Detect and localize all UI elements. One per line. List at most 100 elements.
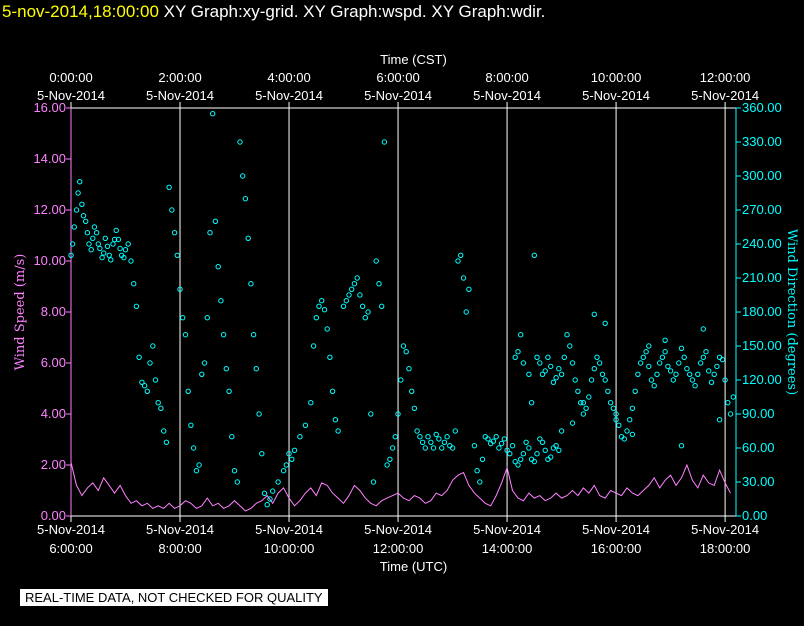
series-wdir-point-236 xyxy=(659,354,666,360)
bottom-tick-date-3: 5-Nov-2014 xyxy=(364,522,432,537)
series-wdir-point-198 xyxy=(556,366,562,372)
series-wdir-point-238 xyxy=(665,363,671,370)
series-wdir-point-255 xyxy=(711,371,717,377)
series-wdir-point-42 xyxy=(155,400,161,406)
series-wdir-point-229 xyxy=(640,354,646,360)
series-wdir-point-213 xyxy=(597,360,603,366)
series-wdir-point-175 xyxy=(537,436,543,442)
bottom-tick-date-5: 5-Nov-2014 xyxy=(582,522,650,537)
series-wdir-point-10 xyxy=(86,241,92,247)
series-wdir-point-156 xyxy=(485,436,491,442)
series-wdir-point-182 xyxy=(556,447,562,453)
series-wdir-point-46 xyxy=(166,184,172,191)
series-wdir-point-270 xyxy=(646,343,652,349)
top-axis-title: Time (CST) xyxy=(380,52,447,67)
series-wdir-point-93 xyxy=(308,400,314,406)
bottom-tick-time-4: 14:00:00 xyxy=(482,541,533,556)
series-wdir-point-225 xyxy=(629,405,636,411)
series-wdir-point-118 xyxy=(379,303,385,309)
series-wdir-point-214 xyxy=(599,371,606,377)
series-wdir-point-145 xyxy=(452,428,458,434)
right-tick-label-8: 240.00 xyxy=(742,236,782,251)
bottom-tick-time-5: 16:00:00 xyxy=(591,541,642,556)
series-wdir-point-147 xyxy=(458,252,464,259)
series-wdir-point-11 xyxy=(88,247,94,253)
series-wdir-point-232 xyxy=(648,377,655,383)
series-wdir-point-98 xyxy=(321,307,328,313)
series-wdir-point-63 xyxy=(212,218,219,225)
series-wdir-point-39 xyxy=(147,360,153,366)
left-tick-label-8: 16.00 xyxy=(33,100,66,115)
series-wdir-point-192 xyxy=(539,371,546,377)
series-wdir-point-241 xyxy=(673,371,679,377)
series-wdir-point-44 xyxy=(161,428,167,434)
series-wdir-point-181 xyxy=(553,443,559,449)
series-wdir-point-196 xyxy=(550,379,557,385)
series-wdir-point-242 xyxy=(676,360,682,366)
bottom-tick-date-2: 5-Nov-2014 xyxy=(255,522,323,537)
series-wdir-point-169 xyxy=(520,451,527,457)
series-wdir-point-121 xyxy=(387,456,393,462)
series-wdir-point-209 xyxy=(586,394,592,400)
bottom-tick-time-2: 10:00:00 xyxy=(264,541,315,556)
series-wdir-point-101 xyxy=(329,388,336,394)
series-wdir-point-249 xyxy=(695,371,701,377)
series-wdir-point-32 xyxy=(128,258,134,264)
top-tick-date-0: 5-Nov-2014 xyxy=(37,88,105,103)
series-wdir-point-114 xyxy=(368,411,374,417)
series-wdir-point-109 xyxy=(354,275,360,281)
bottom-tick-date-6: 5-Nov-2014 xyxy=(691,522,759,537)
series-wdir-point-215 xyxy=(602,377,608,383)
chart-header: 5-nov-2014,18:00:00 XY Graph:xy-grid. XY… xyxy=(2,2,545,22)
series-wdir-point-17 xyxy=(99,254,105,261)
left-tick-label-5: 10.00 xyxy=(33,253,66,268)
bottom-tick-date-1: 5-Nov-2014 xyxy=(146,522,214,537)
right-tick-label-5: 150.00 xyxy=(742,338,782,353)
series-wdir-point-60 xyxy=(204,315,211,321)
bottom-axis-title: Time (UTC) xyxy=(380,559,447,574)
series-wdir-point-91 xyxy=(297,434,303,440)
series-wdir-point-146 xyxy=(455,258,461,264)
series-wdir-point-104 xyxy=(340,303,347,309)
series-wdir-point-262 xyxy=(730,394,736,400)
series-wdir-point-126 xyxy=(400,343,407,349)
series-wdir-point-267 xyxy=(602,320,608,326)
bottom-tick-time-6: 18:00:00 xyxy=(700,541,751,556)
series-wdir-point-264 xyxy=(569,420,576,426)
left-tick-label-2: 4.00 xyxy=(41,406,66,421)
series-wdir-point-48 xyxy=(171,230,178,236)
series-wdir-point-259 xyxy=(722,377,728,383)
series-wdir-point-210 xyxy=(588,377,595,383)
left-tick-label-4: 8.00 xyxy=(41,304,66,319)
series-wdir-point-29 xyxy=(121,254,127,261)
bottom-tick-time-0: 6:00:00 xyxy=(49,541,92,556)
series-wdir-point-81 xyxy=(261,490,268,496)
series-wdir-point-79 xyxy=(256,411,262,417)
series-wdir-point-116 xyxy=(373,258,379,264)
series-wdir-point-84 xyxy=(270,488,276,494)
series-wdir-point-21 xyxy=(106,252,112,259)
series-wdir-point-113 xyxy=(365,309,371,315)
series-wdir-point-272 xyxy=(678,443,685,449)
top-tick-time-1: 2:00:00 xyxy=(158,70,201,85)
series-wdir-point-166 xyxy=(512,458,518,465)
series-wdir-point-138 xyxy=(433,431,439,438)
series-wdir-point-136 xyxy=(428,439,434,445)
series-wdir-point-83 xyxy=(267,496,273,502)
series-wdir-point-191 xyxy=(537,360,543,366)
series-wdir-point-27 xyxy=(117,245,123,252)
series-wdir-point-73 xyxy=(240,173,246,179)
series-wdir-point-115 xyxy=(370,479,377,485)
series-wdir-point-66 xyxy=(220,332,227,338)
series-wdir-point-133 xyxy=(419,439,426,445)
left-tick-label-7: 14.00 xyxy=(33,151,66,166)
bottom-tick-time-1: 8:00:00 xyxy=(158,541,201,556)
series-wdir-point-108 xyxy=(351,281,358,287)
series-wdir-point-110 xyxy=(357,292,363,298)
series-wdir-point-105 xyxy=(343,298,349,304)
series-wdir-point-35 xyxy=(136,354,142,360)
series-wdir-point-15 xyxy=(95,241,102,247)
series-wdir-point-201 xyxy=(564,332,570,338)
series-wdir-point-256 xyxy=(714,363,720,370)
top-tick-date-1: 5-Nov-2014 xyxy=(146,88,214,103)
